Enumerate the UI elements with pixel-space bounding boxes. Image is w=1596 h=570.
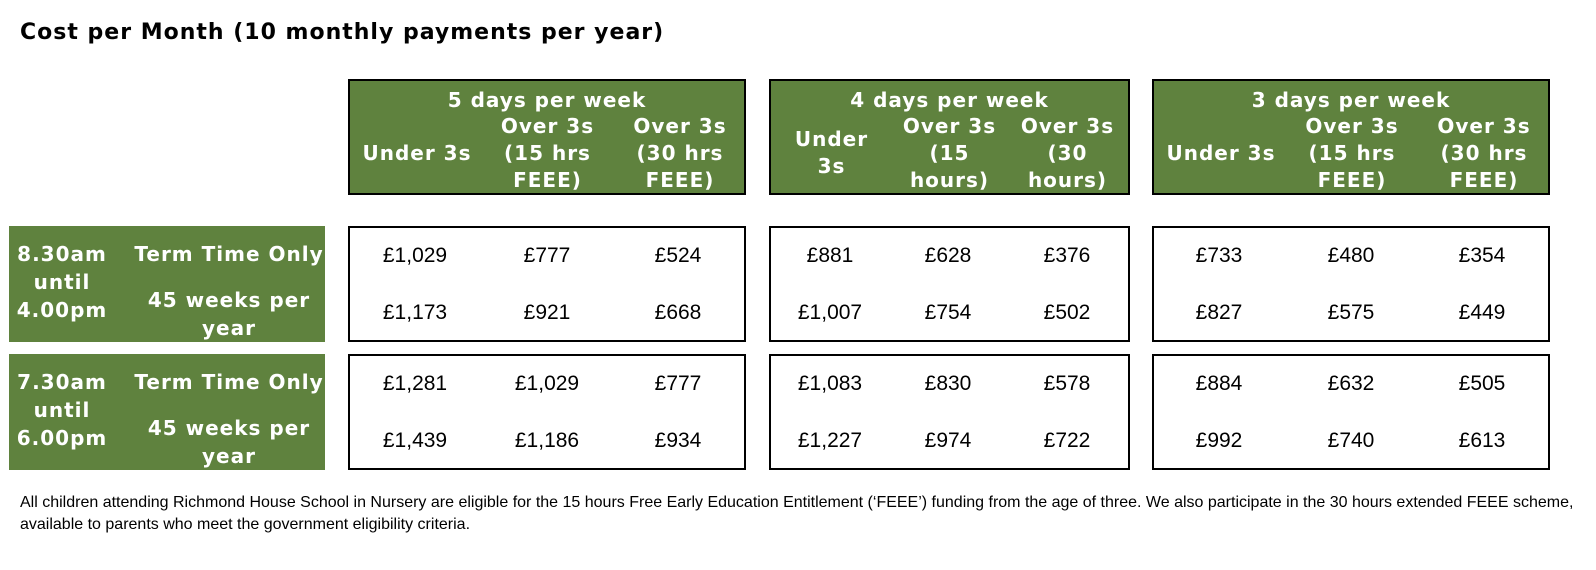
price-cell: £1,227 [797, 429, 863, 452]
price-box [769, 354, 1130, 470]
price-cell: £827 [1195, 301, 1243, 324]
col-header-under-3s: Under 3s [794, 127, 869, 178]
price-cell: £722 [1043, 429, 1091, 452]
term-time-label: Term Time Only [134, 370, 324, 394]
price-box [1152, 354, 1550, 470]
col-header-over-3s-15: Over 3s (15 hrs FEEE) [500, 113, 595, 192]
price-cell: £668 [654, 301, 702, 324]
term-time-label: Term Time Only [134, 242, 324, 266]
weeks-label: 45 weeks per year [147, 416, 311, 468]
col-header-over-3s-30: Over 3s (30 hrs FEEE) [633, 113, 727, 192]
price-cell: £1,083 [797, 372, 863, 395]
price-cell: £505 [1458, 372, 1506, 395]
group-header-3-days: 3 days per week Under 3s Over 3s (15 hrs… [1152, 79, 1550, 195]
price-cell: £992 [1195, 429, 1243, 452]
price-cell: £881 [806, 244, 854, 267]
group-label: 4 days per week [850, 88, 1049, 112]
price-cell: £777 [654, 372, 702, 395]
price-cell: £1,439 [382, 429, 448, 452]
price-cell: £502 [1043, 301, 1091, 324]
col-header-over-3s-15: Over 3s (15 hours) [902, 113, 997, 192]
row-header-session-1: 8.30am until 4.00pm Term Time Only 45 we… [9, 226, 325, 342]
price-cell: £921 [523, 301, 571, 324]
col-header-under-3s: Under 3s [362, 140, 472, 165]
price-cell: £1,173 [382, 301, 448, 324]
session-time: 8.30am until 4.00pm [16, 242, 108, 322]
price-box [348, 354, 746, 470]
price-cell: £632 [1327, 372, 1375, 395]
price-cell: £1,186 [514, 429, 580, 452]
price-cell: £884 [1195, 372, 1243, 395]
price-cell: £354 [1458, 244, 1506, 267]
price-cell: £578 [1043, 372, 1091, 395]
page-title: Cost per Month (10 monthly payments per … [20, 20, 665, 45]
price-cell: £613 [1458, 429, 1506, 452]
price-cell: £1,029 [514, 372, 580, 395]
price-cell: £740 [1327, 429, 1375, 452]
weeks-label: 45 weeks per year [147, 288, 311, 340]
group-header-4-days: 4 days per week Under 3s Over 3s (15 hou… [769, 79, 1130, 195]
group-label: 3 days per week [1251, 88, 1451, 112]
row-header-session-2: 7.30am until 6.00pm Term Time Only 45 we… [9, 354, 325, 470]
price-box [769, 226, 1130, 342]
price-cell: £1,007 [797, 301, 863, 324]
price-box [348, 226, 746, 342]
group-label: 5 days per week [447, 88, 647, 112]
price-cell: £934 [654, 429, 702, 452]
price-cell: £1,281 [382, 372, 448, 395]
price-cell: £480 [1327, 244, 1375, 267]
price-box [1152, 226, 1550, 342]
col-header-under-3s: Under 3s [1166, 140, 1276, 165]
price-cell: £733 [1195, 244, 1243, 267]
col-header-over-3s-15: Over 3s (15 hrs FEEE) [1305, 113, 1399, 192]
price-cell: £1,029 [382, 244, 448, 267]
eligibility-note: All children attending Richmond House Sc… [20, 494, 1574, 533]
price-cell: £376 [1043, 244, 1091, 267]
price-cell: £575 [1327, 301, 1375, 324]
price-cell: £830 [924, 372, 972, 395]
col-header-over-3s-30: Over 3s (30 hrs FEEE) [1437, 113, 1531, 192]
price-cell: £974 [924, 429, 972, 452]
price-cell: £628 [924, 244, 972, 267]
price-cell: £754 [924, 301, 972, 324]
col-header-over-3s-30: Over 3s (30 hours) [1020, 113, 1115, 192]
session-time: 7.30am until 6.00pm [16, 370, 108, 450]
price-cell: £777 [523, 244, 571, 267]
group-header-5-days: 5 days per week Under 3s Over 3s (15 hrs… [348, 79, 746, 195]
price-cell: £449 [1458, 301, 1506, 324]
price-cell: £524 [654, 244, 702, 267]
